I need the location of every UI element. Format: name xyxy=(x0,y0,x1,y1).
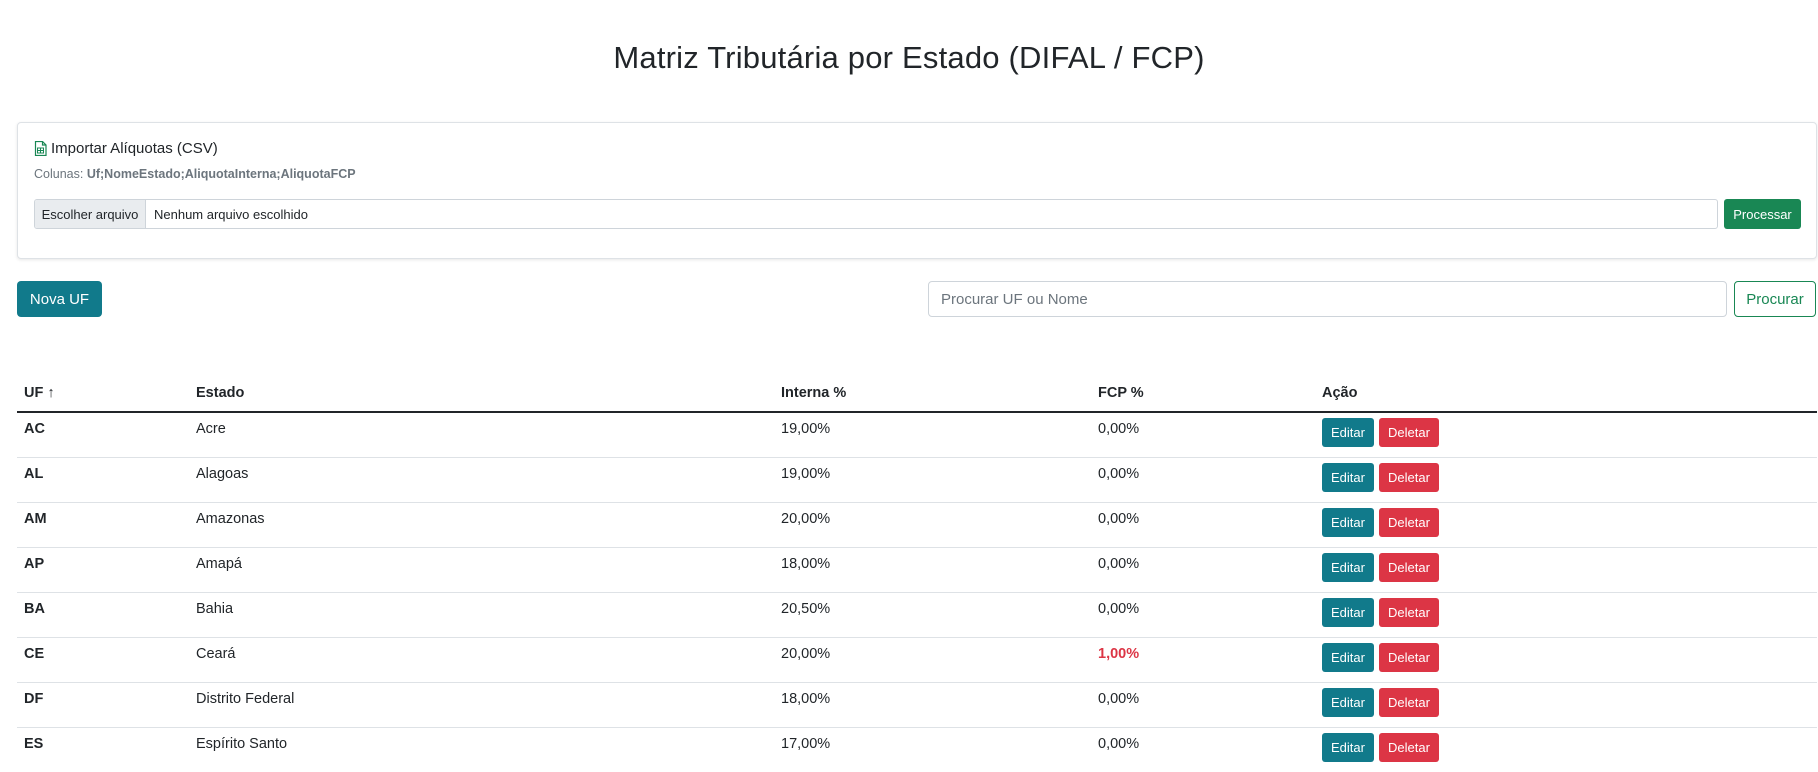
import-title: Importar Alíquotas (CSV) xyxy=(34,140,218,157)
cell-interna: 20,00% xyxy=(781,511,831,527)
header-fcp[interactable]: FCP % xyxy=(1098,385,1144,401)
cell-fcp: 0,00% xyxy=(1098,466,1140,482)
header-uf[interactable]: UF ↑ xyxy=(24,385,55,401)
new-uf-button[interactable]: Nova UF xyxy=(17,281,102,317)
process-button[interactable]: Processar xyxy=(1724,199,1801,229)
cell-acao: Editar Deletar xyxy=(1315,593,1817,637)
file-input[interactable]: Escolher arquivo Nenhum arquivo escolhid… xyxy=(34,199,1718,229)
cell-fcp: 0,00% xyxy=(1098,691,1140,707)
cell-interna: 20,00% xyxy=(781,646,831,662)
cell-interna: 18,00% xyxy=(781,556,831,572)
edit-button[interactable]: Editar xyxy=(1322,418,1374,447)
header-estado[interactable]: Estado xyxy=(196,385,245,401)
edit-button[interactable]: Editar xyxy=(1322,553,1374,582)
cell-acao: Editar Deletar xyxy=(1315,638,1817,682)
cell-uf: AM xyxy=(24,511,47,527)
page-title: Matriz Tributária por Estado (DIFAL / FC… xyxy=(613,40,1205,75)
delete-button[interactable]: Deletar xyxy=(1379,553,1439,582)
cell-acao: Editar Deletar xyxy=(1315,458,1817,502)
cell-uf: AL xyxy=(24,466,44,482)
cell-uf: ES xyxy=(24,736,44,752)
table-body: AC Acre 19,00% 0,00% Editar Deletar AL Alagoas 1… xyxy=(17,413,1817,772)
search-button[interactable]: Procurar xyxy=(1734,281,1816,317)
cell-acao: Editar Deletar xyxy=(1315,413,1817,457)
cell-fcp: 1,00% xyxy=(1098,646,1140,662)
delete-button[interactable]: Deletar xyxy=(1379,418,1439,447)
import-title-text: Importar Alíquotas (CSV) xyxy=(51,140,218,157)
table-row: AM Amazonas 20,00% 0,00% Editar Deletar xyxy=(17,503,1817,548)
choose-file-button[interactable]: Escolher arquivo xyxy=(35,200,146,228)
table-row: DF Distrito Federal 18,00% 0,00% Editar Delet… xyxy=(17,683,1817,728)
edit-button[interactable]: Editar xyxy=(1322,733,1374,762)
cell-estado: Alagoas xyxy=(196,466,249,482)
table-row: ES Espírito Santo 17,00% 0,00% Editar Deletar xyxy=(17,728,1817,772)
delete-button[interactable]: Deletar xyxy=(1379,508,1439,537)
cell-uf: CE xyxy=(24,646,45,662)
cell-estado: Bahia xyxy=(196,601,234,617)
columns-label: Colunas: xyxy=(34,167,84,181)
edit-button[interactable]: Editar xyxy=(1322,508,1374,537)
cell-interna: 20,50% xyxy=(781,601,831,617)
table-row: BA Bahia 20,50% 0,00% Editar Deletar xyxy=(17,593,1817,638)
table-row: AP Amapá 18,00% 0,00% Editar Deletar xyxy=(17,548,1817,593)
cell-acao: Editar Deletar xyxy=(1315,503,1817,547)
cell-uf: AP xyxy=(24,556,45,572)
tax-table: UF ↑ Estado Interna % FCP % Ação AC Acre 1… xyxy=(17,375,1817,772)
file-status: Nenhum arquivo escolhido xyxy=(154,206,308,222)
delete-button[interactable]: Deletar xyxy=(1379,643,1439,672)
delete-button[interactable]: Deletar xyxy=(1379,463,1439,492)
table-row: CE Ceará 20,00% 1,00% Editar Deletar xyxy=(17,638,1817,683)
delete-button[interactable]: Deletar xyxy=(1379,598,1439,627)
file-csv-icon xyxy=(34,140,47,157)
cell-interna: 19,00% xyxy=(781,466,831,482)
cell-estado: Distrito Federal xyxy=(196,691,295,707)
cell-acao: Editar Deletar xyxy=(1315,548,1817,592)
header-interna[interactable]: Interna % xyxy=(781,385,847,401)
table-header: UF ↑ Estado Interna % FCP % Ação xyxy=(17,375,1817,413)
cell-estado: Amazonas xyxy=(196,511,265,527)
delete-button[interactable]: Deletar xyxy=(1379,688,1439,717)
edit-button[interactable]: Editar xyxy=(1322,598,1374,627)
cell-acao: Editar Deletar xyxy=(1315,683,1817,727)
header-acao: Ação xyxy=(1322,385,1358,401)
edit-button[interactable]: Editar xyxy=(1322,688,1374,717)
edit-button[interactable]: Editar xyxy=(1322,643,1374,672)
cell-estado: Amapá xyxy=(196,556,242,572)
cell-estado: Espírito Santo xyxy=(196,736,288,752)
cell-interna: 19,00% xyxy=(781,421,831,437)
table-row: AC Acre 19,00% 0,00% Editar Deletar xyxy=(17,413,1817,458)
cell-estado: Acre xyxy=(196,421,226,437)
cell-fcp: 0,00% xyxy=(1098,736,1140,752)
cell-uf: DF xyxy=(24,691,44,707)
import-card: Importar Alíquotas (CSV) Colunas: Uf;Nom… xyxy=(17,122,1817,259)
cell-uf: AC xyxy=(24,421,45,437)
cell-estado: Ceará xyxy=(196,646,236,662)
cell-uf: BA xyxy=(24,601,45,617)
cell-fcp: 0,00% xyxy=(1098,601,1140,617)
cell-fcp: 0,00% xyxy=(1098,556,1140,572)
cell-acao: Editar Deletar xyxy=(1315,728,1817,772)
cell-fcp: 0,00% xyxy=(1098,421,1140,437)
search-input[interactable] xyxy=(928,281,1727,317)
cell-interna: 18,00% xyxy=(781,691,831,707)
cell-fcp: 0,00% xyxy=(1098,511,1140,527)
edit-button[interactable]: Editar xyxy=(1322,463,1374,492)
table-row: AL Alagoas 19,00% 0,00% Editar Deletar xyxy=(17,458,1817,503)
columns-value: Uf;NomeEstado;AliquotaInterna;AliquotaFC… xyxy=(86,167,356,181)
import-columns-hint: Colunas: Uf;NomeEstado;AliquotaInterna;A… xyxy=(34,167,356,181)
cell-interna: 17,00% xyxy=(781,736,831,752)
delete-button[interactable]: Deletar xyxy=(1379,733,1439,762)
